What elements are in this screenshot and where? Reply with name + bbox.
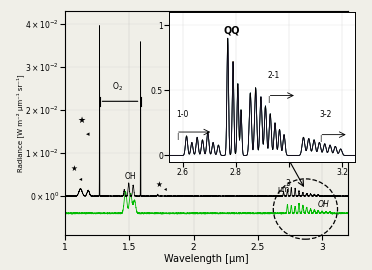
Text: 3-2: 3-2 [320, 110, 332, 119]
Text: OH: OH [318, 200, 329, 209]
Text: ◂: ◂ [79, 176, 82, 181]
Y-axis label: Radiance [W m⁻² μm⁻¹ sr⁻¹]: Radiance [W m⁻² μm⁻¹ sr⁻¹] [16, 74, 24, 172]
Text: QQ: QQ [224, 25, 240, 35]
Text: ◂: ◂ [164, 186, 167, 191]
Text: OH: OH [125, 172, 137, 181]
Text: 2-1: 2-1 [267, 71, 280, 80]
Text: ★: ★ [155, 180, 162, 188]
X-axis label: Wavelength [μm]: Wavelength [μm] [164, 254, 249, 264]
Text: |: | [320, 135, 322, 142]
Text: ★: ★ [77, 116, 85, 125]
Text: μm: μm [278, 185, 290, 194]
Text: |: | [176, 133, 178, 140]
Text: ★: ★ [71, 164, 77, 173]
Text: ◂: ◂ [86, 131, 89, 137]
Text: 1-0: 1-0 [176, 110, 188, 119]
Text: |: | [267, 96, 270, 103]
Text: O$_2$: O$_2$ [112, 80, 123, 93]
Text: 3: 3 [285, 179, 290, 188]
